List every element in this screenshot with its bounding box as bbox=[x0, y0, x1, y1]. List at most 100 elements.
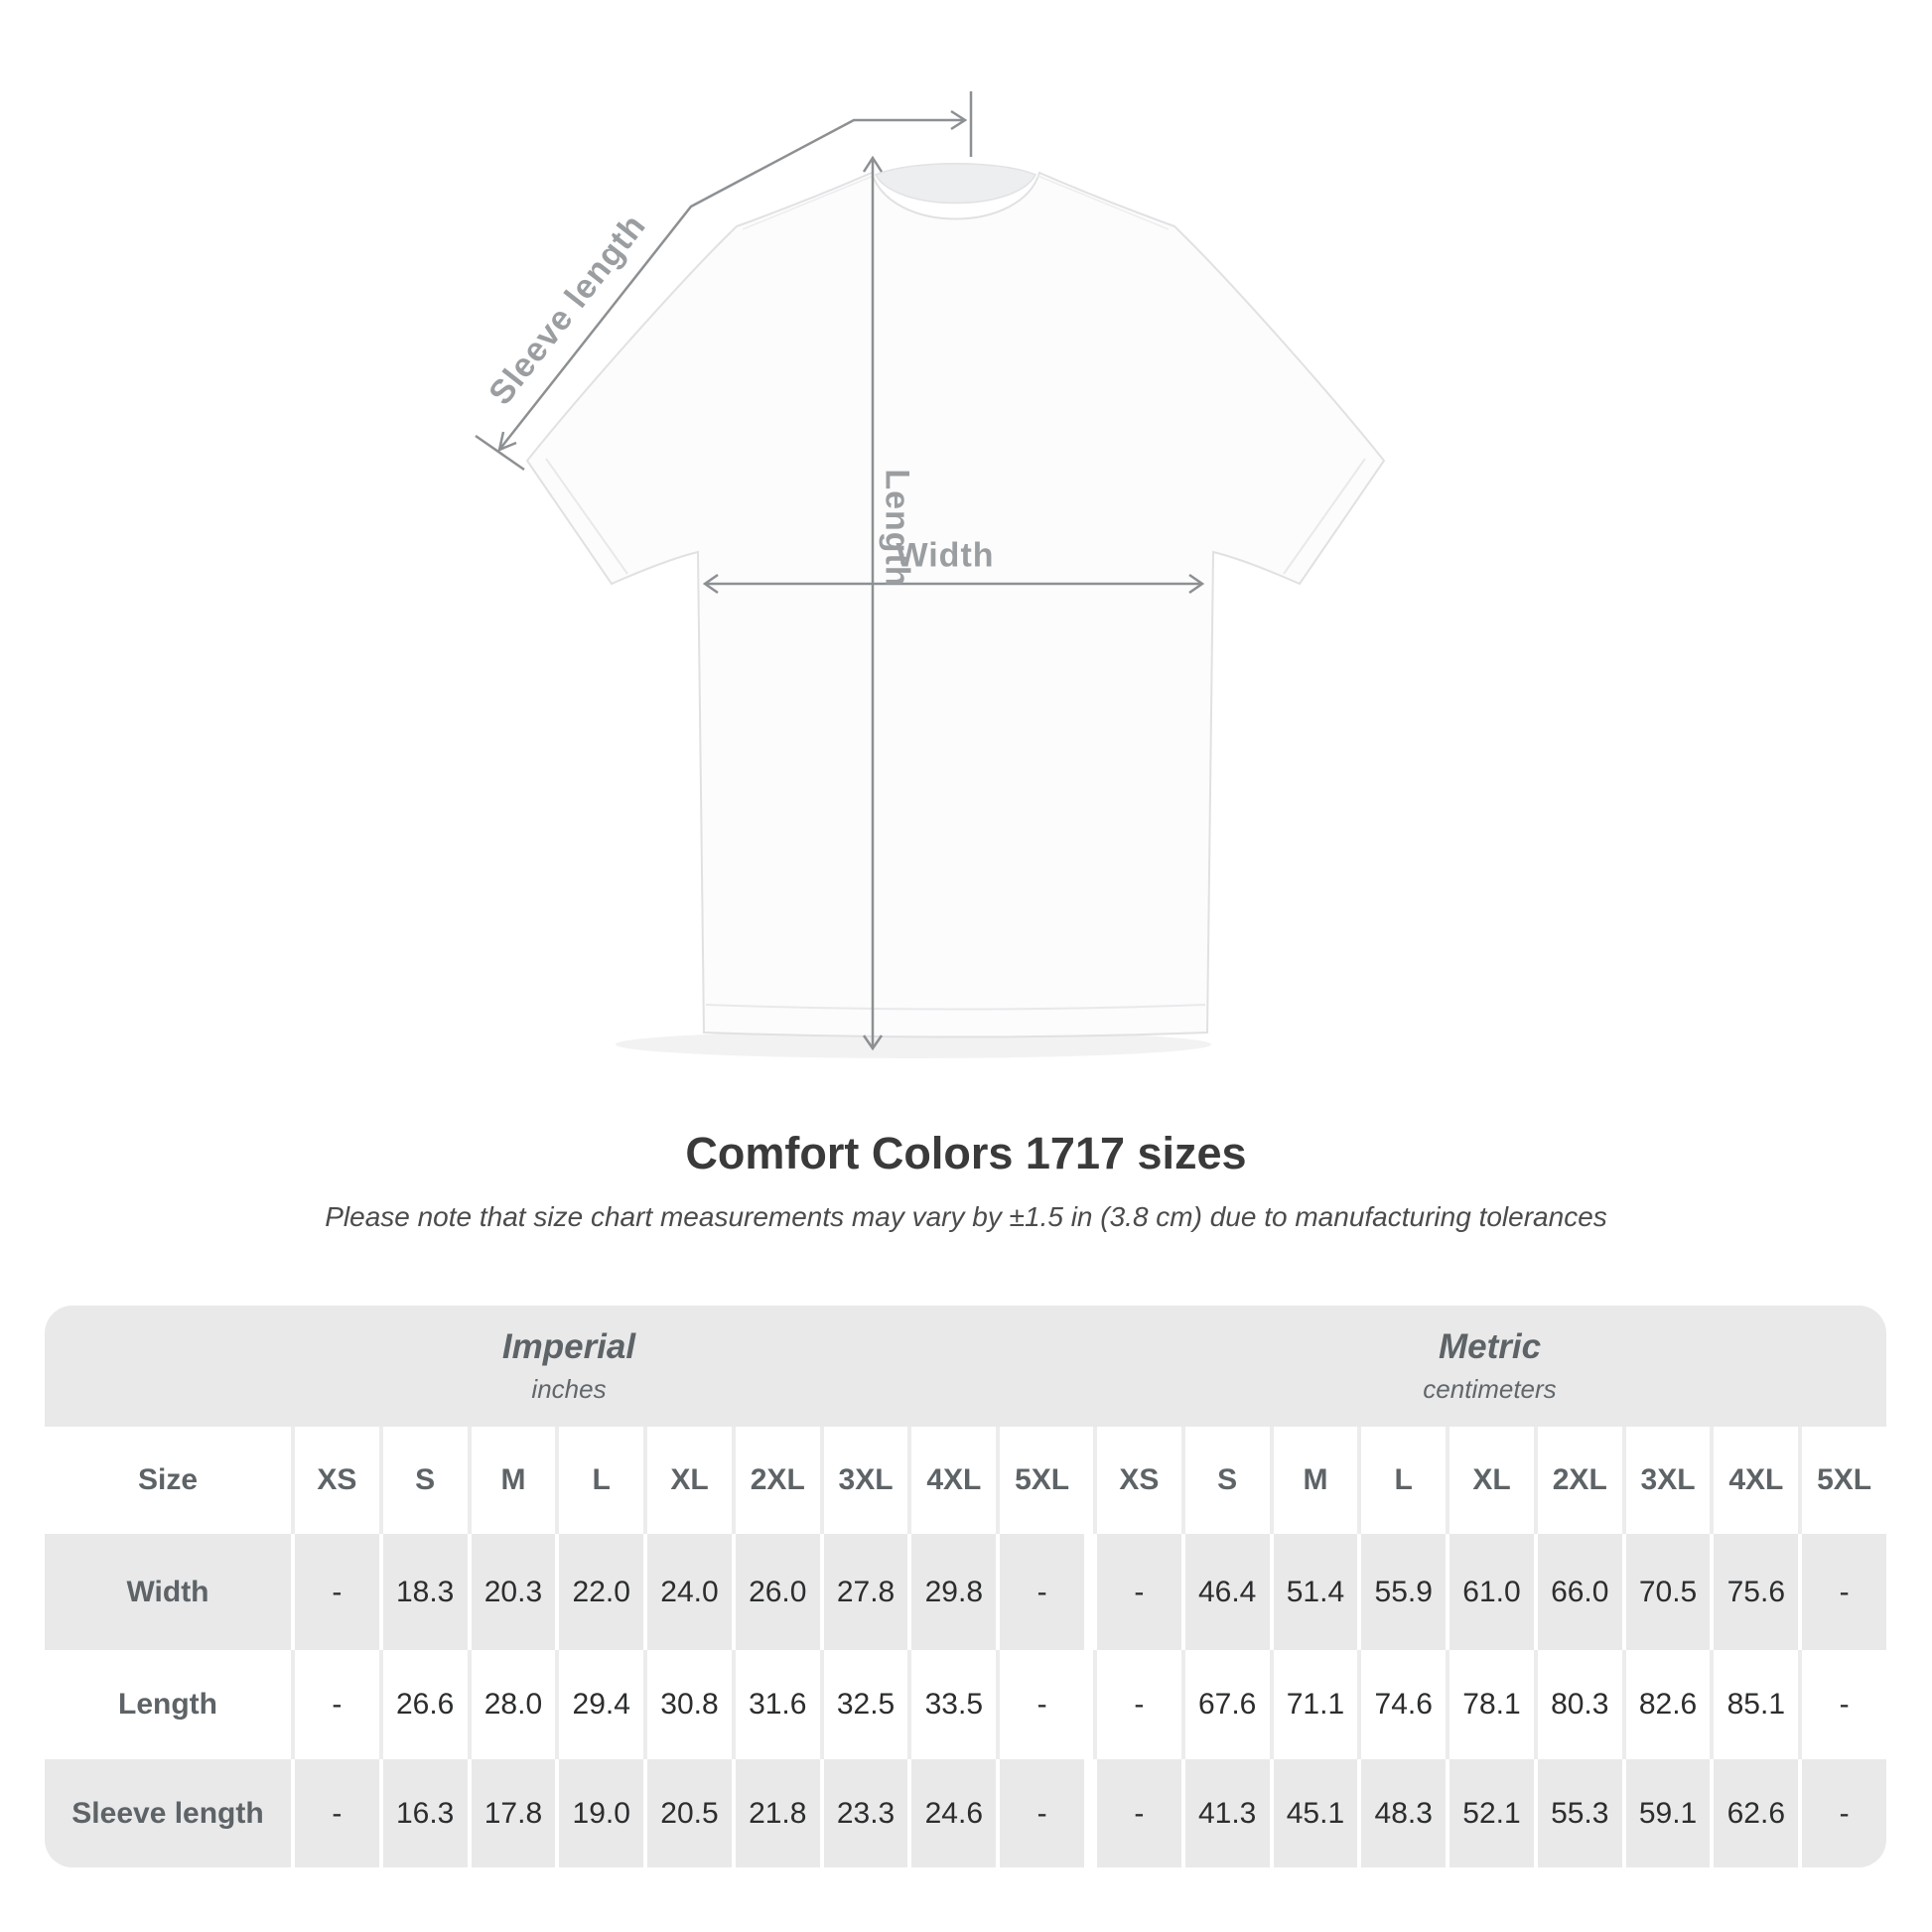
page-title: Comfort Colors 1717 sizes bbox=[685, 1128, 1247, 1178]
table-cell: 51.4 bbox=[1269, 1534, 1358, 1650]
table-cell: 78.1 bbox=[1446, 1650, 1534, 1759]
table-cell: 71.1 bbox=[1269, 1650, 1358, 1759]
table-cell: L bbox=[555, 1427, 644, 1534]
table-cell: M bbox=[1269, 1427, 1358, 1534]
row-label: Length bbox=[45, 1650, 291, 1759]
unit-header-band: Imperial inches Metric centimeters bbox=[45, 1306, 1886, 1427]
unit-header-imperial: Imperial inches bbox=[45, 1306, 1093, 1427]
table-cell: 85.1 bbox=[1710, 1650, 1799, 1759]
table-cell: 26.6 bbox=[378, 1650, 468, 1759]
table-cell: 66.0 bbox=[1533, 1534, 1622, 1650]
sleeve-length-line bbox=[498, 118, 963, 451]
table-cell: 2XL bbox=[731, 1427, 820, 1534]
table-cell: 2XL bbox=[1533, 1427, 1622, 1534]
table-cell: 30.8 bbox=[643, 1650, 732, 1759]
table-cell: 26.0 bbox=[731, 1534, 820, 1650]
table-cell: 70.5 bbox=[1621, 1534, 1711, 1650]
table-cell: 74.6 bbox=[1357, 1650, 1447, 1759]
length-arrowhead-top bbox=[862, 155, 884, 173]
table-cell: 61.0 bbox=[1446, 1534, 1534, 1650]
tshirt-graphic bbox=[525, 171, 1386, 1038]
table-cell: 21.8 bbox=[731, 1759, 820, 1867]
table-cell: 59.1 bbox=[1621, 1759, 1711, 1867]
table-cell: 24.6 bbox=[907, 1759, 997, 1867]
table-cell: - bbox=[291, 1759, 379, 1867]
table-cell: 16.3 bbox=[378, 1759, 468, 1867]
size-table: Size XS S M L XL 2XL 3XL 4XL 5XL XS S M L XL 2XL 3XL 4XL 5… bbox=[45, 1427, 1886, 1867]
spacer-cell bbox=[1084, 1534, 1093, 1650]
table-cell: - bbox=[1798, 1650, 1886, 1759]
table-cell: - bbox=[996, 1650, 1084, 1759]
shirt-shadow bbox=[616, 1031, 1211, 1058]
table-cell: 17.8 bbox=[467, 1759, 556, 1867]
table-cell: 4XL bbox=[1710, 1427, 1799, 1534]
metric-unit: centimeters bbox=[1423, 1374, 1557, 1404]
spacer-cell bbox=[1084, 1650, 1093, 1759]
table-cell: M bbox=[467, 1427, 556, 1534]
spacer-cell bbox=[1084, 1759, 1093, 1867]
right-shoulder-seam bbox=[1036, 175, 1170, 230]
table-cell: 5XL bbox=[996, 1427, 1084, 1534]
table-cell: 62.6 bbox=[1710, 1759, 1799, 1867]
table-cell: 46.4 bbox=[1180, 1534, 1270, 1650]
table-cell: - bbox=[1093, 1759, 1181, 1867]
table-cell: S bbox=[1180, 1427, 1270, 1534]
sleeve-tip-tick bbox=[475, 434, 525, 472]
table-cell: 20.5 bbox=[643, 1759, 732, 1867]
table-cell: - bbox=[291, 1650, 379, 1759]
table-cell: 3XL bbox=[819, 1427, 908, 1534]
table-cell: 82.6 bbox=[1621, 1650, 1711, 1759]
table-cell: 31.6 bbox=[731, 1650, 820, 1759]
table-cell: 41.3 bbox=[1180, 1759, 1270, 1867]
table-cell: 67.6 bbox=[1180, 1650, 1270, 1759]
table-cell: - bbox=[996, 1534, 1084, 1650]
unit-header-metric: Metric centimeters bbox=[1093, 1306, 1886, 1427]
bottom-hem-seam bbox=[705, 1004, 1206, 1011]
table-cell: 80.3 bbox=[1533, 1650, 1622, 1759]
tshirt-diagram bbox=[475, 91, 1386, 1058]
sleeve-tip-arrowhead bbox=[497, 431, 517, 453]
table-cell: - bbox=[996, 1759, 1084, 1867]
table-cell: 55.3 bbox=[1533, 1759, 1622, 1867]
table-cell: 28.0 bbox=[467, 1650, 556, 1759]
width-label: Width bbox=[896, 536, 995, 575]
table-row: Length -26.6 28.0 29.4 30.8 31.6 32.5 33.5- -67.… bbox=[45, 1650, 1886, 1759]
width-arrowhead-left bbox=[702, 573, 719, 595]
table-cell: 52.1 bbox=[1446, 1759, 1534, 1867]
table-cell: 33.5 bbox=[907, 1650, 997, 1759]
collar bbox=[874, 163, 1037, 205]
table-cell: XL bbox=[1446, 1427, 1534, 1534]
row-label: Size bbox=[45, 1427, 291, 1534]
table-cell: L bbox=[1357, 1427, 1447, 1534]
table-cell: 29.8 bbox=[907, 1534, 997, 1650]
row-label: Sleeve length bbox=[45, 1759, 291, 1867]
table-cell: 32.5 bbox=[819, 1650, 908, 1759]
table-cell: 18.3 bbox=[378, 1534, 468, 1650]
width-arrowhead-right bbox=[1188, 573, 1205, 595]
length-arrowhead-bottom bbox=[862, 1035, 884, 1051]
imperial-unit: inches bbox=[531, 1374, 607, 1404]
table-cell: - bbox=[1093, 1534, 1181, 1650]
left-shoulder-seam bbox=[742, 175, 875, 230]
table-cell: 5XL bbox=[1798, 1427, 1886, 1534]
table-cell: - bbox=[1093, 1650, 1181, 1759]
row-label: Width bbox=[45, 1534, 291, 1650]
imperial-label: Imperial bbox=[501, 1327, 636, 1366]
table-cell: 23.3 bbox=[819, 1759, 908, 1867]
right-sleeve-hem-seam bbox=[1283, 458, 1366, 575]
table-cell: 48.3 bbox=[1357, 1759, 1447, 1867]
table-row: Size XS S M L XL 2XL 3XL 4XL 5XL XS S M L XL 2XL 3XL 4XL 5… bbox=[45, 1427, 1886, 1534]
table-cell: XS bbox=[291, 1427, 379, 1534]
table-row: Sleeve length -16.3 17.8 19.0 20.5 21.8 23.3 24… bbox=[45, 1759, 1886, 1867]
table-cell: 22.0 bbox=[555, 1534, 644, 1650]
page-subtitle: Please note that size chart measurements… bbox=[325, 1201, 1607, 1232]
spacer-cell bbox=[1084, 1427, 1093, 1534]
table-cell: - bbox=[1798, 1534, 1886, 1650]
table-cell: 3XL bbox=[1621, 1427, 1711, 1534]
left-sleeve-hem-seam bbox=[545, 458, 628, 575]
table-cell: 55.9 bbox=[1357, 1534, 1447, 1650]
table-cell: 75.6 bbox=[1710, 1534, 1799, 1650]
table-cell: 19.0 bbox=[555, 1759, 644, 1867]
table-cell: S bbox=[378, 1427, 468, 1534]
table-cell: 4XL bbox=[907, 1427, 997, 1534]
